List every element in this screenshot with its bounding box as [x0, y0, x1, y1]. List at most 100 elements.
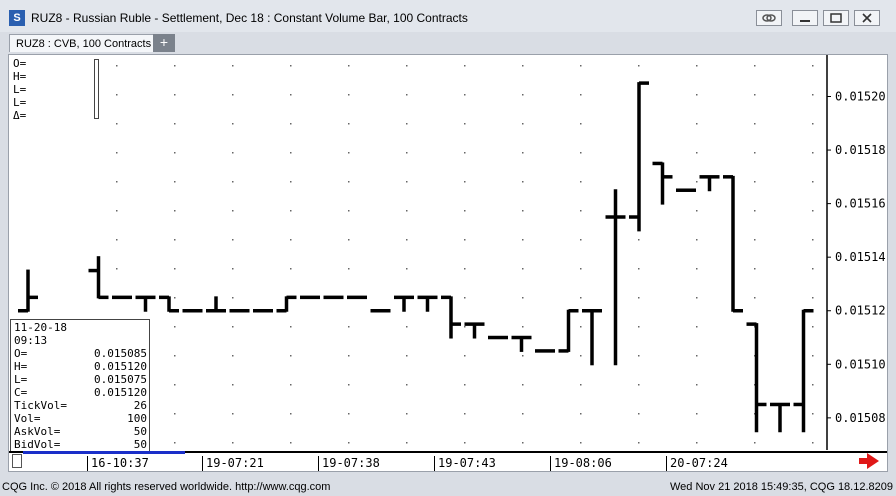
grid-dot	[812, 123, 814, 125]
grid-dot	[232, 384, 234, 386]
grid-dot	[522, 65, 524, 67]
grid-dot	[174, 355, 176, 357]
grid-dot	[348, 268, 350, 270]
grid-dot	[812, 65, 814, 67]
grid-dot	[174, 181, 176, 183]
grid-dot	[174, 94, 176, 96]
grid-dot	[348, 65, 350, 67]
x-tick-label: 16-10:37	[87, 456, 149, 471]
grid-dot	[696, 326, 698, 328]
info-row: C= 0.015120	[14, 386, 147, 399]
add-tab-button[interactable]: +	[153, 34, 175, 52]
grid-dot	[696, 152, 698, 154]
grid-dot	[812, 210, 814, 212]
window-titlebar: S RUZ8 - Russian Ruble - Settlement, Dec…	[0, 0, 896, 32]
scroll-right-arrow-icon[interactable]	[859, 453, 879, 469]
grid-dot	[406, 326, 408, 328]
grid-dot	[464, 181, 466, 183]
grid-dot	[174, 326, 176, 328]
grid-dot	[174, 442, 176, 444]
grid-dot	[290, 239, 292, 241]
grid-dot	[580, 326, 582, 328]
info-value: 100	[127, 412, 147, 425]
grid-dot	[406, 210, 408, 212]
grid-dot	[522, 384, 524, 386]
grid-dot	[348, 94, 350, 96]
grid-dot	[812, 442, 814, 444]
grid-dot	[580, 152, 582, 154]
grid-dot	[638, 326, 640, 328]
grid-dot	[174, 152, 176, 154]
grid-dot	[348, 210, 350, 212]
tab-chart[interactable]: RUZ8 : CVB, 100 Contracts	[9, 34, 159, 52]
grid-dot	[464, 239, 466, 241]
info-row: H= 0.015120	[14, 360, 147, 373]
grid-dot	[812, 326, 814, 328]
grid-dot	[696, 384, 698, 386]
grid-dot	[812, 239, 814, 241]
grid-dot	[174, 384, 176, 386]
grid-dot	[464, 268, 466, 270]
grid-dot	[580, 442, 582, 444]
grid-dot	[348, 442, 350, 444]
grid-dot	[754, 239, 756, 241]
y-tick-label: 0.01520	[835, 89, 886, 103]
status-datetime-version: Wed Nov 21 2018 15:49:35, CQG 18.12.8209	[669, 481, 893, 493]
info-value: 50	[133, 438, 147, 451]
y-tick-label: 0.01516	[835, 197, 886, 211]
grid-dot	[290, 152, 292, 154]
grid-dot	[812, 94, 814, 96]
grid-dot	[174, 65, 176, 67]
link-icon[interactable]	[756, 10, 782, 26]
y-tick-label: 0.01514	[835, 250, 886, 264]
grid-dot	[406, 123, 408, 125]
info-row: AskVol= 50	[14, 425, 147, 438]
time-axis-highlight	[23, 451, 185, 454]
ohlc-header-delta: Δ=	[13, 109, 27, 122]
info-label: L=	[14, 373, 28, 386]
grid-dot	[754, 65, 756, 67]
grid-dot	[232, 152, 234, 154]
grid-dot	[580, 297, 582, 299]
grid-dot	[580, 94, 582, 96]
grid-dot	[232, 94, 234, 96]
grid-dot	[464, 384, 466, 386]
grid-dot	[696, 123, 698, 125]
grid-dot	[638, 297, 640, 299]
grid-dot	[812, 268, 814, 270]
grid-dot	[638, 239, 640, 241]
close-button[interactable]	[854, 10, 880, 26]
grid-dot	[638, 268, 640, 270]
y-tick-label: 0.01512	[835, 304, 886, 318]
chart-plot: 0.01520 0.01518 0.01516 0.01514 0.01512 0.015…	[18, 55, 886, 450]
chart-area[interactable]: 0.01520 0.01518 0.01516 0.01514 0.01512 0.015…	[8, 54, 888, 472]
minimize-button[interactable]	[792, 10, 818, 26]
time-scroll-handle[interactable]	[12, 454, 22, 468]
grid-dot	[812, 152, 814, 154]
info-label: BidVol=	[14, 438, 61, 451]
grid-dot	[348, 123, 350, 125]
grid-dot	[406, 355, 408, 357]
grid-dot	[754, 210, 756, 212]
grid-dot	[290, 384, 292, 386]
grid-dot	[580, 355, 582, 357]
maximize-button[interactable]	[823, 10, 849, 26]
vertical-scroll-handle[interactable]	[94, 59, 99, 119]
grid-dot	[232, 268, 234, 270]
grid-dot	[696, 210, 698, 212]
grid-dot	[174, 123, 176, 125]
grid-dot	[812, 355, 814, 357]
grid-dot	[464, 442, 466, 444]
y-tick-label: 0.01518	[835, 143, 886, 157]
grid-dot	[232, 413, 234, 415]
grid-dot	[522, 297, 524, 299]
grid-dot	[116, 123, 118, 125]
grid-dot	[638, 413, 640, 415]
grid-dot	[116, 239, 118, 241]
grid-dot	[464, 152, 466, 154]
grid-dot	[754, 268, 756, 270]
grid-dot	[348, 326, 350, 328]
grid-dot	[696, 239, 698, 241]
info-label: H=	[14, 360, 28, 373]
grid-dot	[812, 181, 814, 183]
